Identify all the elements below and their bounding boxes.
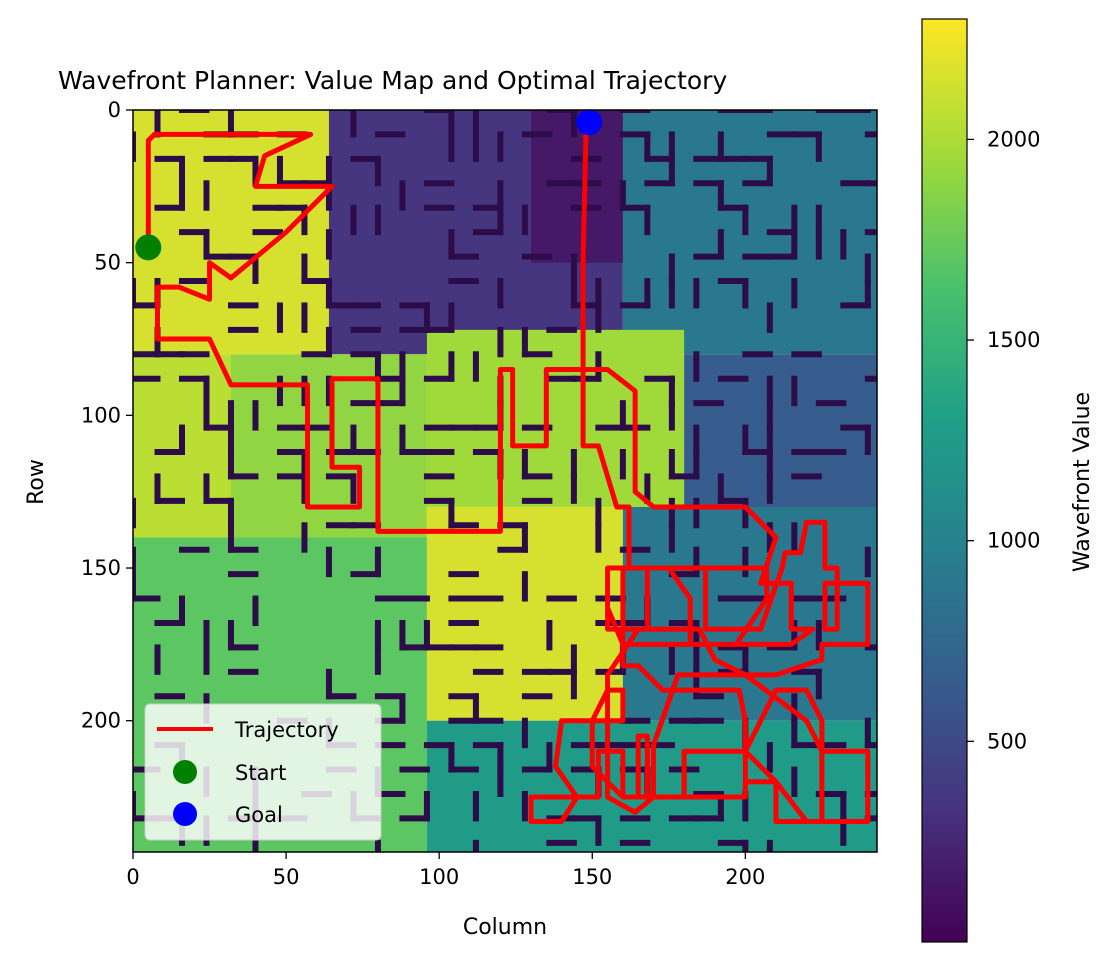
colorbar-tick-label: 500 <box>987 729 1027 753</box>
start-marker <box>135 234 162 261</box>
heatmap-region <box>622 110 877 355</box>
goal-marker <box>576 109 603 136</box>
y-axis: 0 50 100 150 200 <box>81 98 133 733</box>
trajectory-line <box>145 122 871 824</box>
heatmap-region <box>426 329 685 507</box>
colorbar <box>921 18 968 943</box>
legend-start-marker <box>173 760 197 784</box>
heatmap-region <box>133 354 231 569</box>
plot-frame <box>132 109 878 853</box>
x-tick-label: 150 <box>572 865 612 889</box>
colorbar-label: Wavefront Value <box>1070 392 1095 572</box>
y-tick-label: 0 <box>108 98 121 122</box>
x-tick-label: 100 <box>419 865 459 889</box>
trajectory-layer <box>145 122 871 824</box>
legend-box <box>144 703 382 841</box>
x-tick-label: 200 <box>725 865 765 889</box>
legend-goal-marker <box>173 802 197 826</box>
x-axis-label: Column <box>463 915 547 940</box>
x-axis: 0 50 100 150 200 <box>126 852 765 889</box>
colorbar-tick-label: 1500 <box>987 328 1040 352</box>
markers-layer <box>135 109 603 261</box>
colorbar-tick-label: 1000 <box>987 529 1040 553</box>
x-tick-label: 50 <box>273 865 300 889</box>
chart-title: Wavefront Planner: Value Map and Optimal… <box>58 66 727 95</box>
legend-start-label: Start <box>235 761 286 785</box>
colorbar-ticks: 500 1000 1500 2000 <box>967 127 1040 753</box>
colorbar-tick-label: 2000 <box>987 127 1040 151</box>
x-tick-label: 0 <box>126 865 139 889</box>
y-tick-label: 100 <box>81 403 121 427</box>
y-tick-label: 150 <box>81 556 121 580</box>
y-tick-label: 200 <box>81 709 121 733</box>
legend-goal-label: Goal <box>235 803 283 827</box>
heatmap-region <box>622 506 877 721</box>
heatmap-region <box>133 110 329 355</box>
y-tick-label: 50 <box>94 251 121 275</box>
legend: Trajectory Start Goal <box>144 703 382 841</box>
legend-trajectory-label: Trajectory <box>234 718 339 742</box>
y-axis-label: Row <box>24 459 49 505</box>
